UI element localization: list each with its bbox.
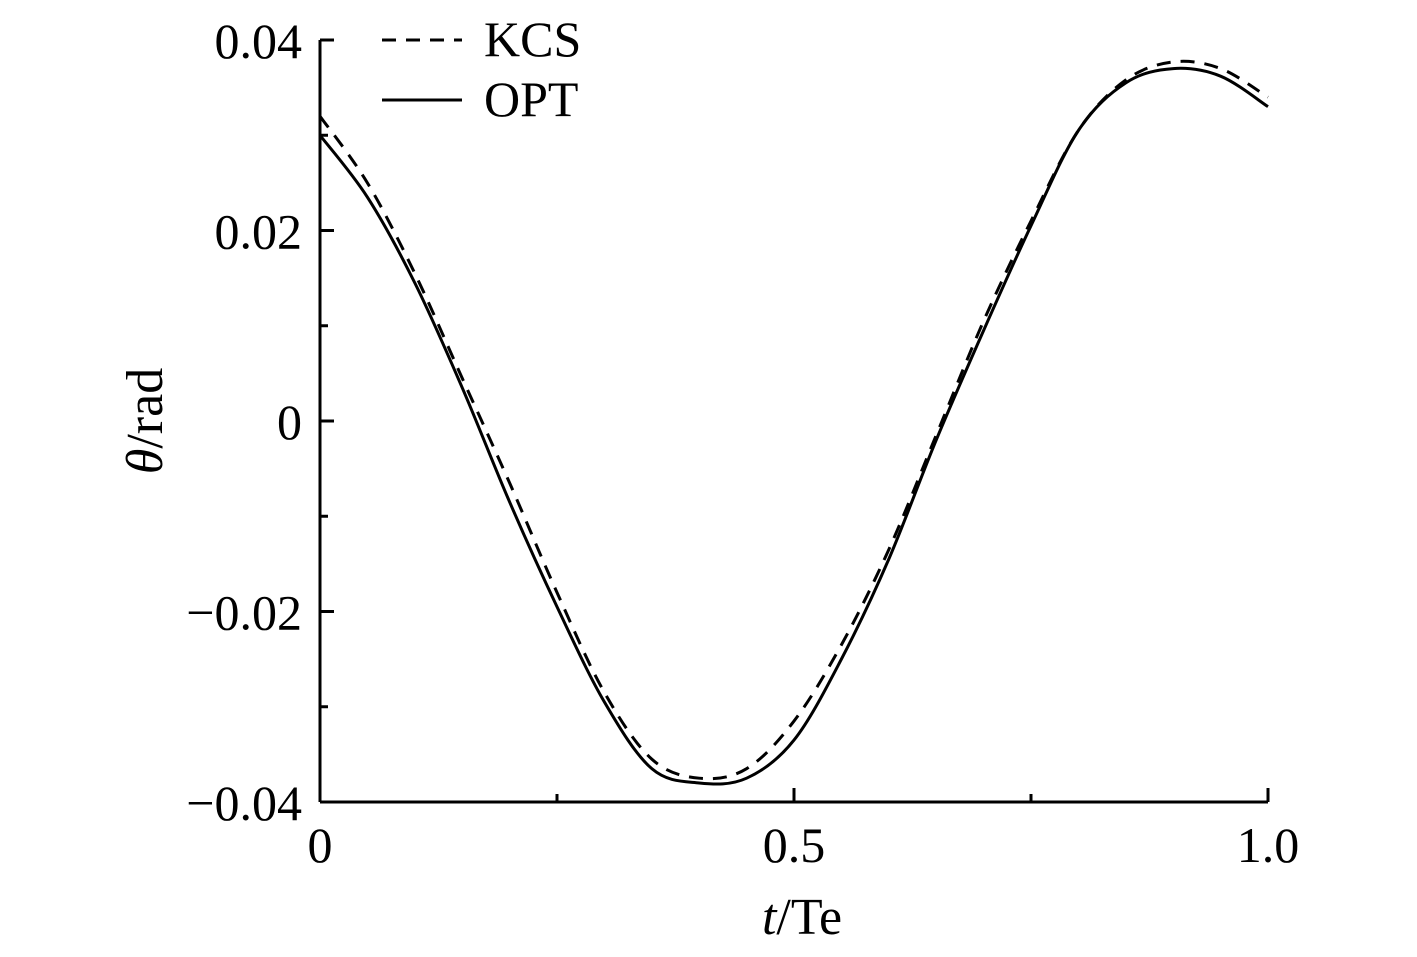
x-tick-label: 0 (308, 817, 333, 873)
series-line-opt (318, 66, 1269, 786)
x-tick-label: 0.5 (763, 817, 826, 873)
series-line-kcs (318, 59, 1269, 781)
ticks (318, 38, 1270, 804)
y-axis-title: θ/rad (117, 368, 174, 474)
legend-label-kcs: KCS (484, 11, 581, 67)
x-tick-label: 1.0 (1237, 817, 1300, 873)
legend: KCS OPT (382, 11, 581, 127)
y-tick-label: −0.04 (186, 775, 302, 831)
y-tick-label: 0.04 (215, 13, 303, 69)
x-axis-title: t/Te (762, 889, 842, 946)
tick-labels: 0 0.5 1.0 −0.04 −0.02 0 0.02 0.04 (186, 13, 1299, 873)
y-tick-label: 0.02 (215, 204, 303, 260)
axes (318, 40, 1268, 804)
legend-label-opt: OPT (484, 71, 578, 127)
y-tick-label: −0.02 (186, 585, 302, 641)
series-group (318, 59, 1269, 786)
y-tick-label: 0 (277, 394, 302, 450)
